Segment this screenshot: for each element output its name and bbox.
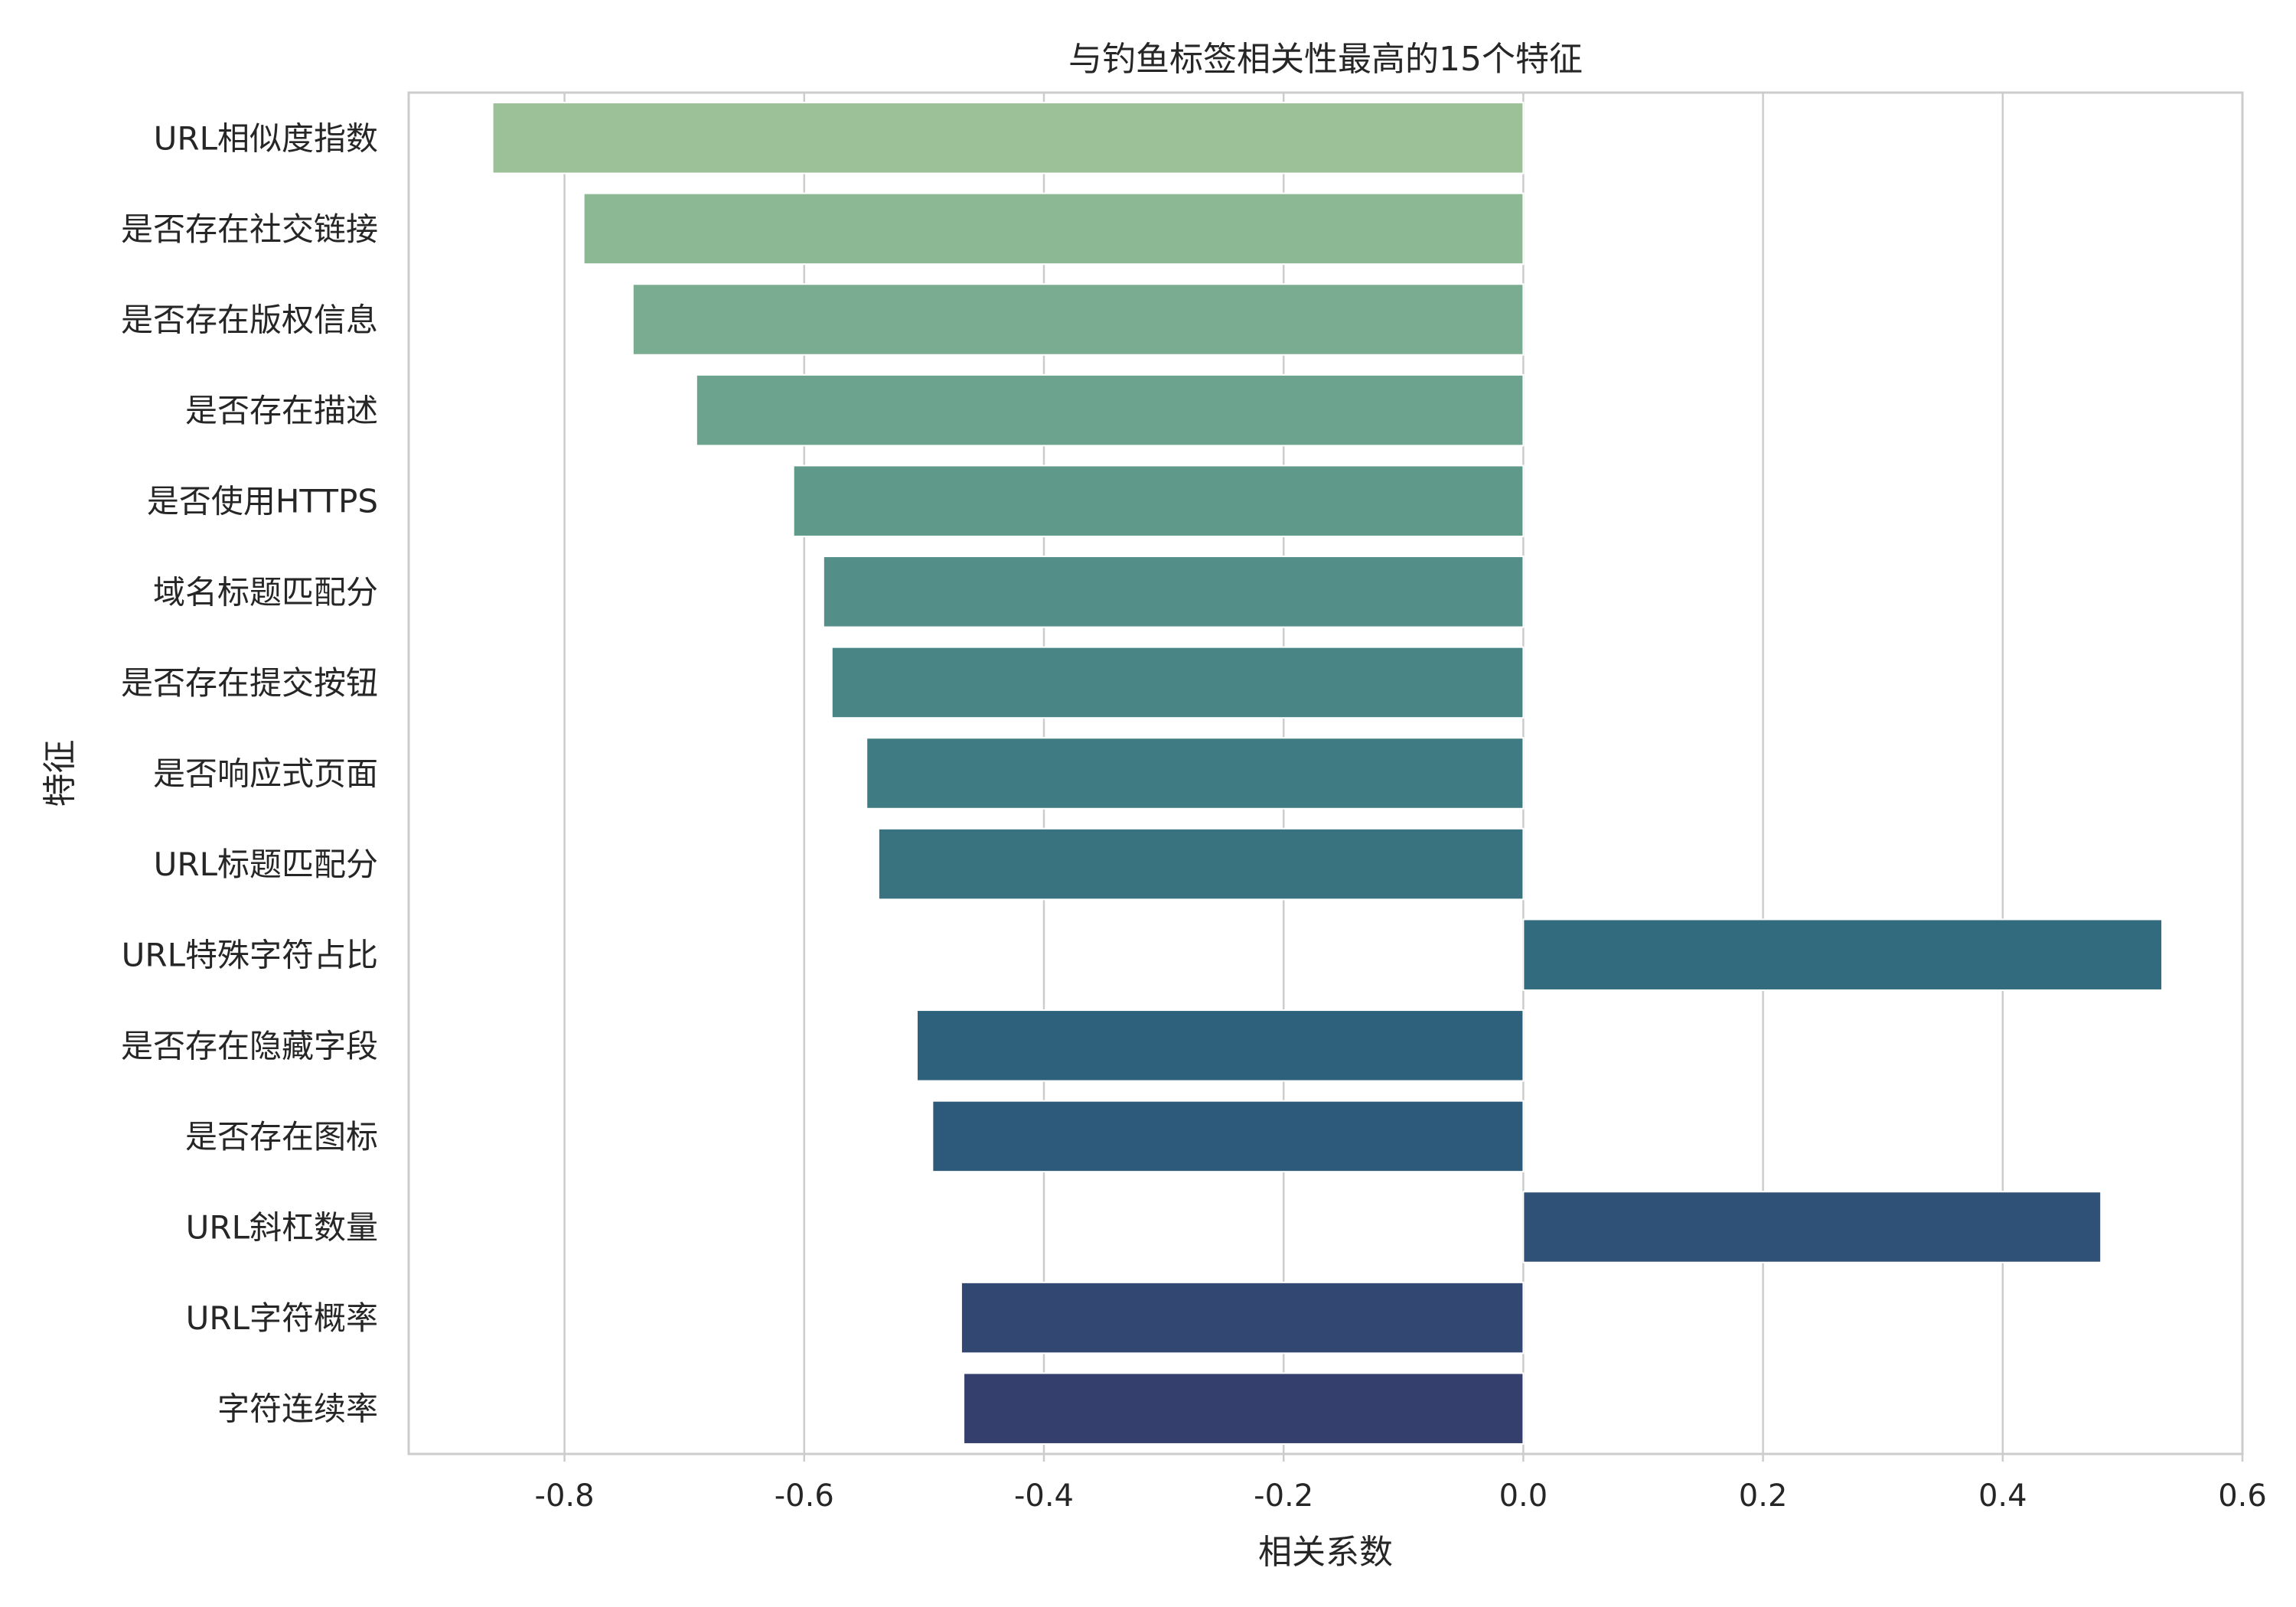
- y-tick-label: 是否存在隐藏字段: [121, 1027, 378, 1064]
- x-tick-label: 0.4: [1978, 1478, 2027, 1514]
- x-ticks: -0.8 -0.6 -0.4 -0.2 0.0 0.2 0.4 0.6: [535, 1454, 2267, 1514]
- y-tick-label: 是否存在图标: [185, 1118, 378, 1156]
- x-tick-label: 0.6: [2218, 1478, 2267, 1514]
- bar: [822, 556, 1525, 628]
- bar: [830, 646, 1525, 719]
- bar: [915, 1009, 1525, 1082]
- y-tick-label: 是否存在版权信息: [121, 302, 378, 339]
- y-tick-label: URL斜杠数量: [186, 1209, 378, 1247]
- y-tick-label: 是否存在社交链接: [121, 210, 378, 248]
- bar: [491, 102, 1525, 174]
- y-tick-label: URL特殊字符占比: [122, 937, 378, 974]
- x-tick-label: -0.2: [1254, 1478, 1313, 1514]
- bar: [877, 827, 1525, 901]
- x-axis-label: 相关系数: [1258, 1533, 1393, 1572]
- bars: [491, 102, 2164, 1445]
- bar: [931, 1100, 1525, 1173]
- x-tick-label: 0.2: [1739, 1478, 1788, 1514]
- y-tick-label: 是否存在提交按钮: [121, 664, 378, 702]
- y-tick-label: URL标题匹配分: [154, 846, 378, 883]
- y-tick-label: 字符连续率: [217, 1390, 378, 1428]
- y-tick-label: 域名标题匹配分: [153, 573, 378, 611]
- bar: [866, 737, 1525, 810]
- y-tick-label: 是否存在描述: [185, 392, 378, 429]
- bar: [631, 283, 1525, 356]
- bar: [1522, 918, 2164, 991]
- y-tick-label: URL相似度指数: [154, 119, 378, 157]
- bar: [1522, 1191, 2102, 1263]
- y-tick-label: 是否响应式页面: [153, 755, 378, 793]
- bar: [792, 464, 1525, 537]
- y-tick-label: 是否使用HTTPS: [147, 483, 378, 520]
- chart-title: 与钓鱼标签相关性最高的15个特征: [1068, 40, 1583, 79]
- bar: [582, 192, 1525, 266]
- x-tick-label: -0.4: [1014, 1478, 1074, 1514]
- y-tick-label: URL字符概率: [186, 1299, 378, 1337]
- bar: [960, 1281, 1525, 1354]
- bar: [695, 373, 1525, 447]
- y-axis-label: 特征: [41, 740, 80, 807]
- plot-frame: [407, 91, 2244, 1455]
- x-tick-label: -0.6: [775, 1478, 834, 1514]
- bar: [963, 1372, 1525, 1445]
- x-tick-label: 0.0: [1499, 1478, 1548, 1514]
- x-tick-label: -0.8: [535, 1478, 595, 1514]
